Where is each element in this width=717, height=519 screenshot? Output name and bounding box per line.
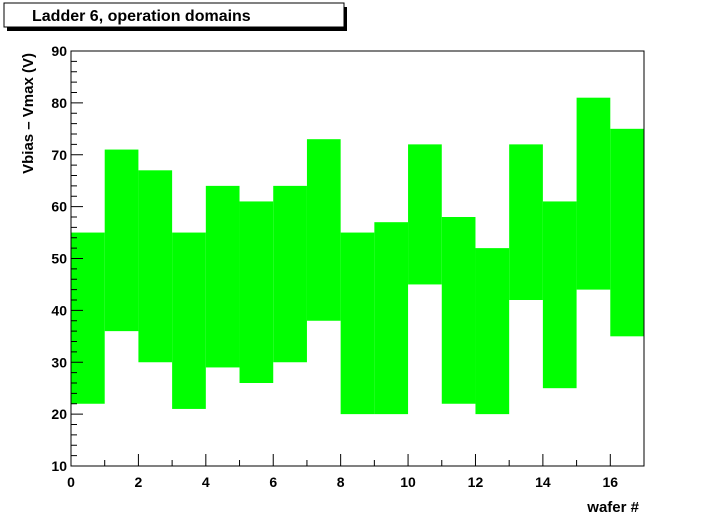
y-tick-label: 30 xyxy=(51,354,67,370)
bars-group xyxy=(71,97,644,415)
bar-wafer-14 xyxy=(542,201,577,389)
bar-wafer-9 xyxy=(374,222,409,415)
y-axis-label: Vbias – Vmax (V) xyxy=(20,53,37,174)
bar-wafer-12 xyxy=(475,248,510,415)
y-tick-label: 20 xyxy=(51,406,67,422)
x-tick-label: 10 xyxy=(400,474,416,490)
bar-wafer-1 xyxy=(104,149,139,332)
bar-wafer-13 xyxy=(509,144,543,300)
bar-wafer-15 xyxy=(576,97,611,290)
x-tick-label: 6 xyxy=(269,474,277,490)
bar-wafer-5 xyxy=(239,201,274,383)
title-box-frame xyxy=(3,2,345,28)
y-tick-label: 90 xyxy=(51,43,67,59)
bar-wafer-7 xyxy=(306,139,341,321)
x-tick-label: 14 xyxy=(535,474,551,490)
y-tick-label: 10 xyxy=(51,458,67,474)
bar-wafer-0 xyxy=(71,232,105,404)
x-axis-label: wafer # xyxy=(586,499,639,516)
x-tick-label: 0 xyxy=(67,474,75,490)
y-tick-label: 40 xyxy=(51,302,67,318)
x-tick-label: 4 xyxy=(202,474,210,490)
y-tick-label: 60 xyxy=(51,199,67,215)
y-tick-label: 50 xyxy=(51,251,67,267)
x-tick-label: 8 xyxy=(337,474,345,490)
bar-wafer-16 xyxy=(610,128,644,337)
y-tick-label: 80 xyxy=(51,95,67,111)
y-tick-label: 70 xyxy=(51,147,67,163)
bar-wafer-8 xyxy=(340,232,375,415)
bar-wafer-2 xyxy=(138,170,173,363)
x-tick-label: 16 xyxy=(603,474,619,490)
x-tick-label: 2 xyxy=(135,474,143,490)
bar-wafer-11 xyxy=(441,217,476,404)
bar-wafer-4 xyxy=(205,185,240,368)
bar-wafer-3 xyxy=(172,232,206,409)
chart-title: Ladder 6, operation domains xyxy=(32,8,251,25)
ticks-group: 0 2 4 6 8 10 12 14 16 10 20 30 40 50 60 70 80 90 xyxy=(51,43,645,490)
bar-wafer-6 xyxy=(273,185,307,363)
bar-wafer-10 xyxy=(408,144,442,285)
x-tick-label: 12 xyxy=(468,474,484,490)
title-box: Ladder 6, operation domains xyxy=(3,2,347,31)
